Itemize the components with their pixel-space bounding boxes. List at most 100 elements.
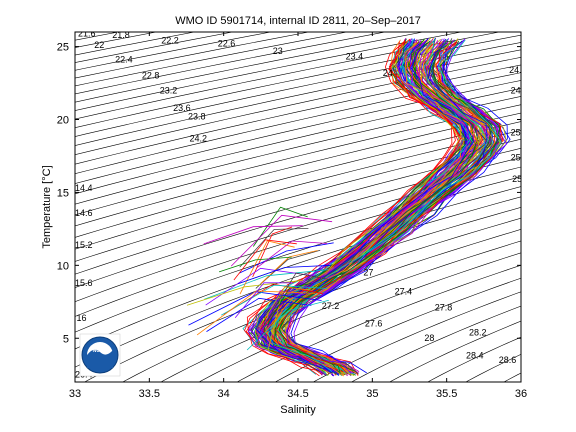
isopycnal-line bbox=[75, 32, 502, 120]
density-label: 27.6 bbox=[365, 319, 383, 329]
profile-line bbox=[246, 299, 329, 351]
density-label: 28.2 bbox=[469, 327, 487, 337]
x-tick-label: 36 bbox=[515, 388, 527, 400]
x-tick-label: 34 bbox=[218, 388, 230, 400]
x-tick-label: 33.5 bbox=[139, 388, 160, 400]
density-label: 22.2 bbox=[161, 36, 179, 46]
isopycnal-line bbox=[75, 42, 521, 137]
isopycnal-line bbox=[75, 166, 521, 302]
isopycnal-line bbox=[274, 277, 521, 382]
profile-line bbox=[204, 269, 329, 300]
density-label: 25 bbox=[511, 128, 521, 138]
density-label: 27.2 bbox=[322, 301, 340, 311]
profile-line bbox=[252, 206, 308, 247]
density-label: 23.8 bbox=[188, 112, 206, 122]
profile-line bbox=[255, 290, 304, 345]
density-label: 23.2 bbox=[160, 85, 178, 95]
axes: 33 33.5 34 34.5 35 35.5 36 5 10 15 20 25 bbox=[57, 32, 527, 400]
density-label: 27.8 bbox=[435, 303, 453, 313]
isopycnal-line bbox=[83, 217, 521, 382]
y-axis-label: Temperature [°C] bbox=[41, 165, 53, 248]
profile-line bbox=[261, 41, 461, 373]
profile-line bbox=[218, 256, 292, 273]
y-tick-label: 15 bbox=[57, 187, 69, 199]
density-label: 16 bbox=[77, 313, 87, 323]
x-tick-label: 35 bbox=[366, 388, 378, 400]
isopycnal-line bbox=[75, 80, 521, 184]
profile-line bbox=[196, 290, 316, 336]
density-label: 22.4 bbox=[115, 55, 133, 65]
density-label: 24.2 bbox=[190, 133, 208, 143]
profile-line bbox=[221, 284, 328, 316]
profile-line bbox=[254, 42, 461, 375]
density-label: 22.8 bbox=[142, 71, 160, 81]
profile-line bbox=[254, 39, 472, 375]
x-axis-label: Salinity bbox=[280, 404, 316, 416]
y-tick-label: 20 bbox=[57, 115, 69, 127]
noaa-logo: NOAA bbox=[79, 333, 121, 377]
profile-line bbox=[258, 286, 311, 328]
profile-line bbox=[269, 42, 487, 373]
profile-line bbox=[203, 225, 303, 245]
isopycnal-line bbox=[75, 32, 387, 95]
density-label: 24.6 bbox=[511, 85, 529, 95]
x-tick-label: 33 bbox=[69, 388, 81, 400]
density-label: 14.4 bbox=[75, 183, 93, 193]
y-tick-label: 5 bbox=[63, 333, 69, 345]
density-label: 21.8 bbox=[112, 30, 130, 40]
profile-line bbox=[262, 272, 330, 328]
density-labels: 21.6 21.8 22 22.2 22.4 22.6 22.8 23 23.2 23.4 23.6… bbox=[75, 28, 529, 380]
density-label: 27 bbox=[363, 268, 373, 278]
profile-line bbox=[206, 297, 312, 332]
profile-line bbox=[239, 242, 334, 274]
density-label: 23.6 bbox=[173, 103, 191, 113]
density-label: 28.4 bbox=[466, 351, 484, 361]
isopycnal-line bbox=[75, 32, 425, 103]
profile-line bbox=[255, 38, 476, 375]
density-label: 14.6 bbox=[75, 208, 93, 218]
isopycnal-line bbox=[75, 186, 521, 333]
profile-line bbox=[267, 43, 502, 372]
profile-line bbox=[247, 38, 469, 376]
profile-line bbox=[275, 38, 489, 376]
density-label: 22 bbox=[94, 40, 104, 50]
isopycnal-line bbox=[75, 49, 521, 146]
profile-line bbox=[273, 40, 493, 376]
density-label: 21.6 bbox=[78, 28, 96, 38]
isopycnal-line bbox=[388, 320, 521, 382]
profile-line bbox=[285, 42, 503, 374]
float-profiles bbox=[186, 37, 511, 377]
isopycnal-line bbox=[75, 56, 521, 156]
density-label: 23 bbox=[273, 46, 283, 56]
density-label: 22.6 bbox=[218, 39, 236, 49]
profile-line bbox=[256, 240, 328, 269]
density-label: 15.6 bbox=[75, 278, 93, 288]
profile-line bbox=[285, 38, 507, 373]
profile-line bbox=[254, 37, 475, 372]
profile-line bbox=[280, 42, 496, 375]
density-label: 25.6 bbox=[511, 152, 529, 162]
isopycnal-line bbox=[75, 104, 521, 216]
isopycnal-line bbox=[122, 229, 521, 382]
isopycnal-line bbox=[75, 147, 521, 275]
profile-line bbox=[260, 41, 472, 372]
density-label: 24.4 bbox=[509, 65, 527, 75]
profile-line bbox=[239, 228, 309, 268]
isopycnal-line bbox=[75, 32, 463, 111]
x-tick-label: 34.5 bbox=[287, 388, 308, 400]
isopycnal-line bbox=[75, 32, 349, 87]
noaa-logo-text: NOAA bbox=[93, 348, 108, 354]
density-label: 28.6 bbox=[499, 355, 517, 365]
density-label: 24 bbox=[383, 68, 393, 78]
density-label: 23.4 bbox=[346, 52, 364, 62]
density-label: 28 bbox=[424, 333, 434, 343]
isopycnal-line bbox=[236, 264, 521, 382]
isopycnal-line bbox=[198, 252, 521, 382]
isopycnal-line bbox=[75, 157, 521, 288]
isopycnal-line bbox=[75, 121, 521, 238]
isopycnal-line bbox=[75, 138, 521, 262]
profile-line bbox=[238, 264, 331, 284]
profile-line bbox=[234, 282, 293, 318]
chart-title: WMO ID 5901714, internal ID 2811, 20–Sep… bbox=[175, 15, 421, 27]
